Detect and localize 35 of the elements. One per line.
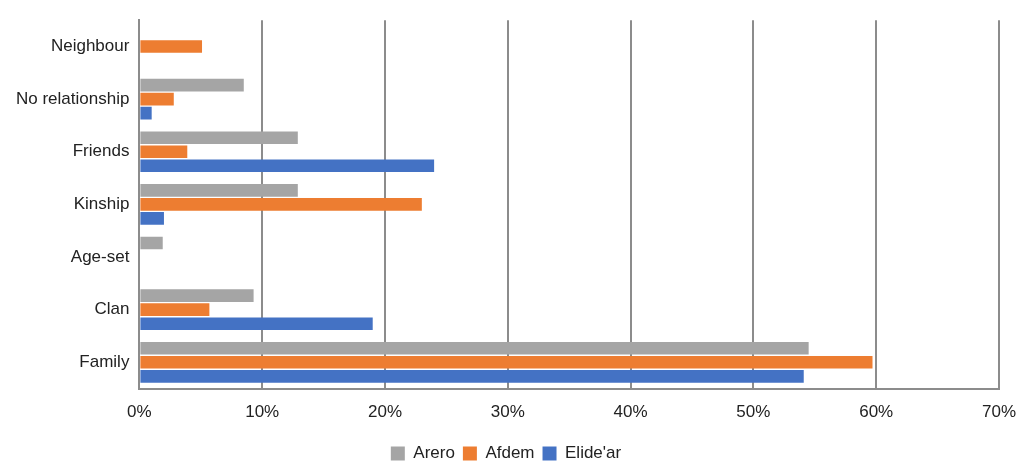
- legend-label: Elide'ar: [565, 443, 622, 463]
- y-tick-label: Kinship: [73, 194, 130, 214]
- bar: [140, 355, 873, 369]
- bar: [140, 78, 244, 92]
- bar: [140, 40, 203, 53]
- bar: [140, 212, 164, 225]
- bar: [140, 198, 422, 211]
- bar: [140, 159, 435, 173]
- x-tick-label: 20%: [367, 402, 403, 422]
- x-tick-label: 50%: [736, 402, 771, 422]
- bar: [140, 92, 174, 106]
- bar: [140, 236, 163, 250]
- bar: [140, 341, 809, 355]
- y-tick-label: No relationship: [15, 88, 130, 108]
- x-tick-label: 70%: [981, 402, 1016, 422]
- y-tick-label: Neighbour: [50, 36, 130, 56]
- y-tick-label: Clan: [94, 299, 130, 319]
- x-tick-label: 10%: [245, 402, 280, 422]
- bar: [140, 370, 804, 383]
- legend-label: Afdem: [485, 443, 535, 463]
- bar: [140, 145, 188, 159]
- bar: [140, 184, 298, 197]
- x-tick-label: 0%: [127, 402, 152, 422]
- bar: [140, 317, 373, 331]
- legend-label: Arero: [413, 443, 455, 463]
- y-tick-label: Family: [79, 351, 130, 371]
- y-tick-label: Age-set: [70, 246, 130, 266]
- bar: [140, 131, 298, 145]
- x-tick-label: 60%: [859, 402, 894, 422]
- x-tick-label: 30%: [490, 402, 525, 422]
- bar: [140, 303, 210, 316]
- y-tick-label: Friends: [72, 141, 130, 161]
- bar: [140, 106, 152, 120]
- x-tick-label: 40%: [613, 402, 648, 422]
- bar: [140, 289, 254, 302]
